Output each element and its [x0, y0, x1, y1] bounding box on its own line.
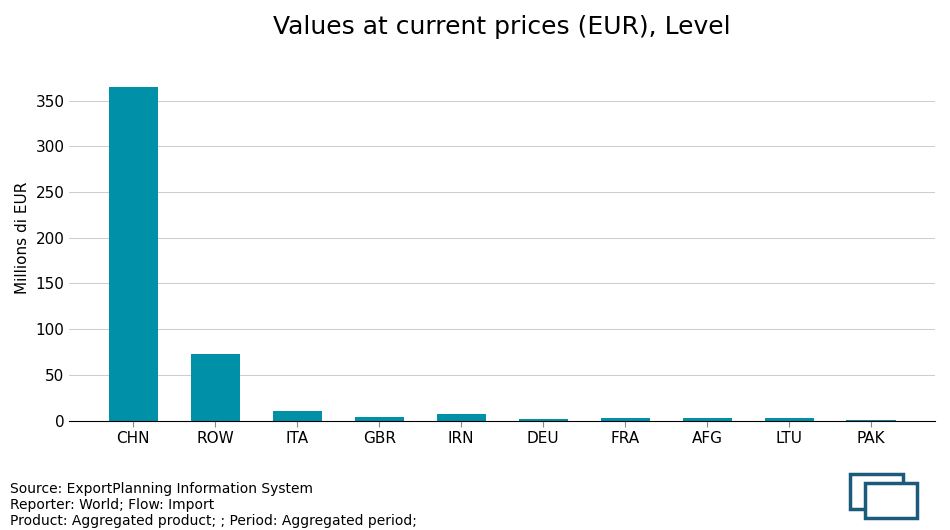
Bar	[765, 418, 814, 421]
Bar	[600, 418, 650, 421]
Bar	[519, 419, 568, 421]
FancyBboxPatch shape	[864, 483, 917, 518]
Bar	[108, 87, 158, 421]
Bar	[354, 417, 404, 421]
Bar	[191, 354, 240, 421]
Bar	[846, 420, 896, 421]
Title: Values at current prices (EUR), Level: Values at current prices (EUR), Level	[274, 15, 731, 39]
Text: Source: ExportPlanning Information System: Source: ExportPlanning Information Syste…	[10, 482, 313, 496]
Bar	[273, 411, 322, 421]
Text: Product: Aggregated product; ; Period: Aggregated period;: Product: Aggregated product; ; Period: A…	[10, 514, 416, 528]
Text: Reporter: World; Flow: Import: Reporter: World; Flow: Import	[10, 498, 214, 512]
Bar	[437, 414, 485, 421]
Bar	[682, 418, 732, 421]
Y-axis label: Millions di EUR: Millions di EUR	[15, 182, 30, 294]
